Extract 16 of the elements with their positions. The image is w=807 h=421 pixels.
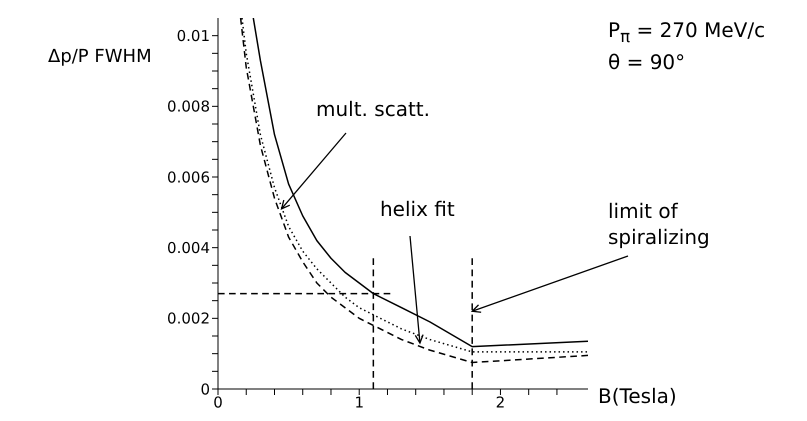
y-tick-label: 0.002 — [167, 310, 210, 328]
y-axis-title: Δp/P FWHM — [48, 46, 152, 67]
x-tick-label: 0 — [213, 394, 223, 412]
x-tick-label: 2 — [496, 394, 506, 412]
y-tick-label: 0.008 — [167, 98, 210, 116]
y-tick-label: 0.004 — [167, 238, 210, 257]
x-tick-label: 1 — [354, 394, 364, 412]
y-tick-label: 0 — [200, 380, 210, 398]
text: P$_{π}$ = 270 MeV/c — [608, 18, 766, 46]
x-axis-title: B(Tesla) — [598, 384, 677, 408]
y-tick-label: 0.01 — [176, 26, 210, 45]
text: θ = 90° — [608, 50, 686, 74]
y-tick-label: 0.006 — [167, 168, 210, 186]
annotation: limit of spiralizing — [608, 198, 711, 250]
annotation: helix fit — [380, 196, 455, 222]
annotation: mult. scatt. — [316, 96, 430, 122]
